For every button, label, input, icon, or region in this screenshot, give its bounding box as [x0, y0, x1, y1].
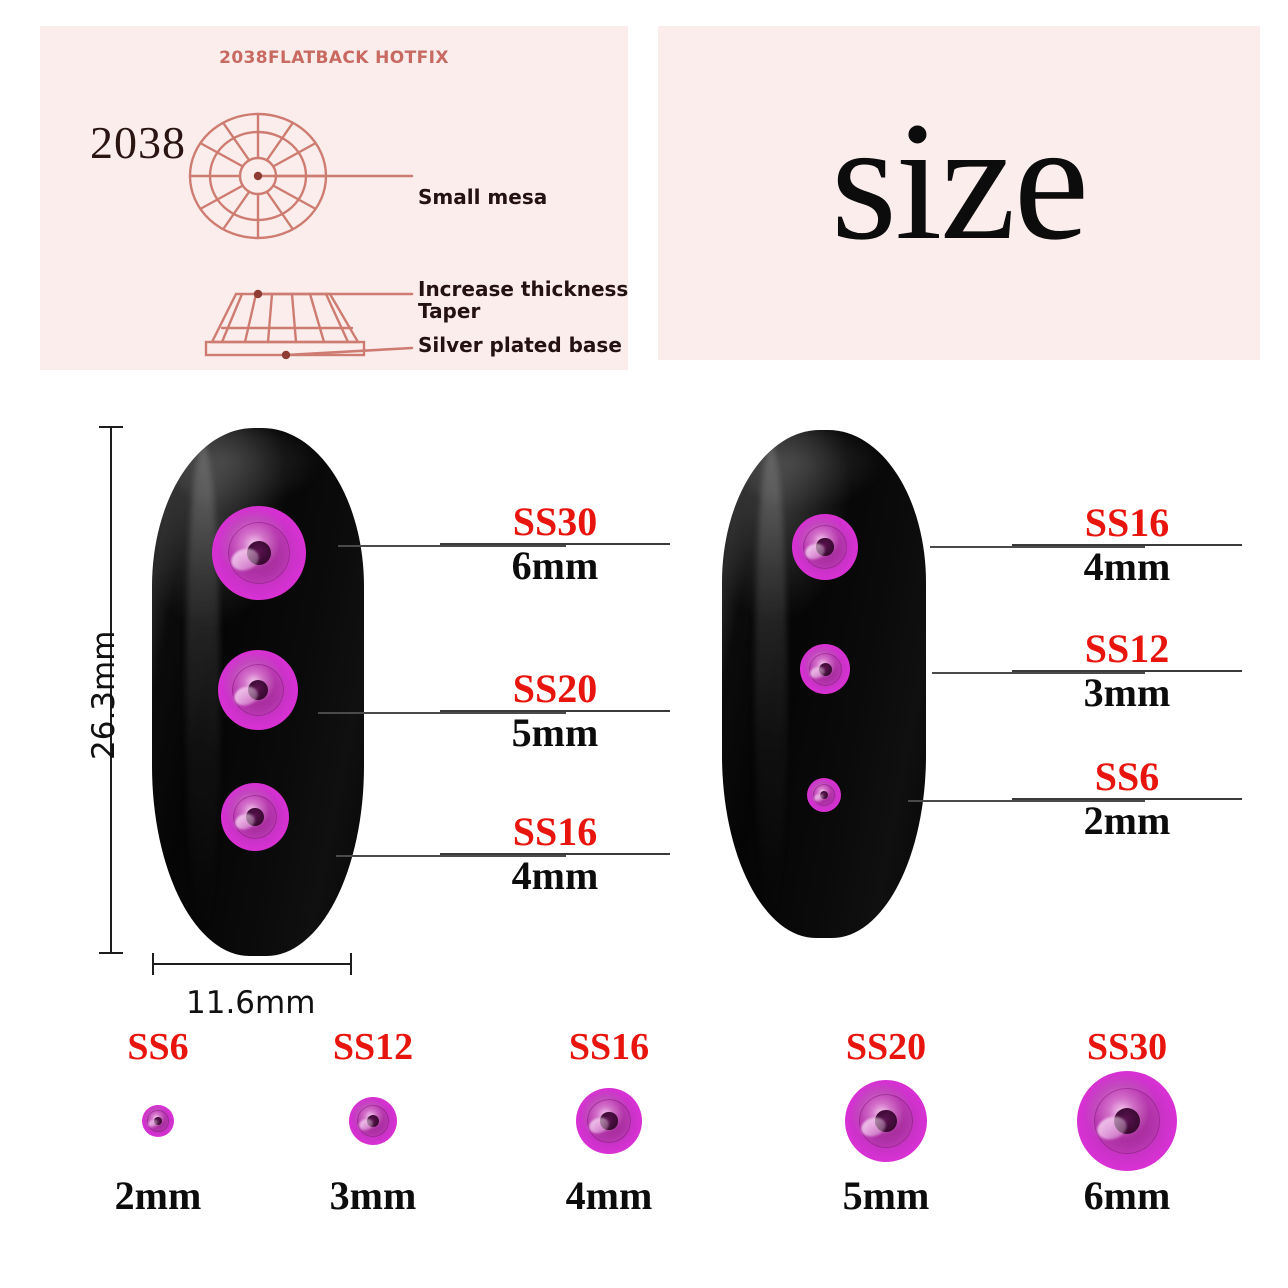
cmp-stone-ss12 [349, 1097, 397, 1145]
stone-table [819, 790, 829, 800]
leader-line-ss16-left [336, 855, 566, 857]
label-ss16-right-size: SS16 [1084, 500, 1170, 545]
label-ss20-mm: 5mm [511, 710, 599, 755]
cmp-ss16-mm: 4mm [565, 1173, 653, 1218]
label-ss6-rule [1012, 798, 1242, 800]
cmp-ss16-label: SS16 [568, 1026, 650, 1068]
flatback-diagram-panel: 2038FLATBACK HOTFIX 2038 [40, 26, 628, 370]
stone-ss30 [212, 506, 306, 600]
leader-line-ss30 [338, 545, 566, 547]
stone-ss20 [218, 650, 298, 730]
leader-line-ss20 [318, 712, 566, 714]
label-ss16-left-mm: 4mm [511, 853, 599, 898]
cmp-stone-ss30 [1077, 1071, 1177, 1171]
stone-ss6-right [807, 778, 841, 812]
label-ss6-size: SS6 [1094, 754, 1160, 799]
callout-increase-thickness: Increase thickness [418, 277, 629, 301]
nail-swatch-right [722, 430, 926, 938]
size-comparison-ss20: SS20 5mm [786, 1028, 986, 1216]
nail-width-label: 11.6mm [186, 985, 316, 1021]
cmp-ss6-label: SS6 [127, 1026, 189, 1068]
nail-height-cap-top [99, 426, 123, 428]
size-comparison-ss12: SS12 3mm [273, 1028, 473, 1216]
cmp-ss20-mm: 5mm [842, 1173, 930, 1218]
label-ss16-left-rule [440, 853, 670, 855]
cmp-ss20-stone-slot [786, 1066, 986, 1176]
label-ss16-right-rule [1012, 544, 1242, 546]
cmp-ss12-stone-slot [273, 1066, 473, 1176]
label-ss30-rule [440, 543, 670, 545]
label-ss12-mm: 3mm [1083, 670, 1171, 715]
label-ss30-mm: 6mm [511, 543, 599, 588]
size-heading-panel: size [658, 26, 1260, 360]
cmp-stone-ss20 [845, 1080, 927, 1162]
label-ss20-rule [440, 710, 670, 712]
nail-height-label: 26.3mm [86, 630, 122, 760]
leader-line-ss16-right [930, 546, 1145, 548]
label-ss12: SS12 3mm [1012, 629, 1242, 714]
flatback-technical-drawing [188, 112, 414, 360]
stone-ss16-right [792, 514, 858, 580]
product-code-label: 2038 [90, 117, 186, 168]
cmp-stone-ss16 [576, 1088, 642, 1154]
nail-height-dimension-line [110, 426, 112, 954]
leader-line-ss6 [908, 800, 1145, 802]
cmp-ss12-label: SS12 [332, 1026, 414, 1068]
label-ss20: SS20 5mm [440, 669, 670, 754]
label-ss16-left-size: SS16 [512, 809, 598, 854]
cmp-ss30-stone-slot [1027, 1066, 1227, 1176]
size-heading: size [830, 87, 1089, 275]
stone-table [153, 1116, 163, 1126]
cmp-ss6-mm: 2mm [114, 1173, 202, 1218]
cmp-stone-ss6 [142, 1105, 174, 1137]
label-ss16-right: SS16 4mm [1012, 503, 1242, 588]
label-ss6: SS6 2mm [1012, 757, 1242, 842]
size-comparison-row: SS6 2mm SS12 3mm SS16 [0, 1020, 1288, 1288]
label-ss16-right-mm: 4mm [1083, 544, 1171, 589]
cmp-ss16-stone-slot [509, 1066, 709, 1176]
nail-width-dimension-line [152, 963, 352, 965]
label-ss12-rule [1012, 670, 1242, 672]
callout-silver-plated-base: Silver plated base [418, 333, 622, 357]
leader-line-ss12 [932, 672, 1145, 674]
callout-thickness-group: Increase thickness Taper [418, 278, 628, 323]
cmp-ss12-mm: 3mm [329, 1173, 417, 1218]
nail-width-cap-right [350, 953, 352, 975]
callout-taper: Taper [418, 299, 481, 324]
stone-ss16 [221, 783, 289, 851]
size-comparison-ss30: SS30 6mm [1027, 1028, 1227, 1216]
label-ss12-size: SS12 [1084, 626, 1170, 671]
callout-small-mesa: Small mesa [418, 185, 548, 209]
cmp-ss30-mm: 6mm [1083, 1173, 1171, 1218]
label-ss30-size: SS30 [512, 499, 598, 544]
nail-swatch-left [152, 428, 364, 956]
stone-ss12-right [800, 644, 850, 694]
size-comparison-ss6: SS6 2mm [58, 1028, 258, 1216]
cmp-ss6-stone-slot [58, 1066, 258, 1176]
cmp-ss20-label: SS20 [845, 1026, 927, 1068]
label-ss20-size: SS20 [512, 666, 598, 711]
label-ss30: SS30 6mm [440, 502, 670, 587]
nail-height-cap-bottom [99, 952, 123, 954]
label-ss16-left: SS16 4mm [440, 812, 670, 897]
panel-title: 2038FLATBACK HOTFIX [219, 48, 449, 68]
cmp-ss30-label: SS30 [1086, 1026, 1168, 1068]
label-ss6-mm: 2mm [1083, 798, 1171, 843]
size-comparison-ss16: SS16 4mm [509, 1028, 709, 1216]
nail-width-cap-left [152, 953, 154, 975]
